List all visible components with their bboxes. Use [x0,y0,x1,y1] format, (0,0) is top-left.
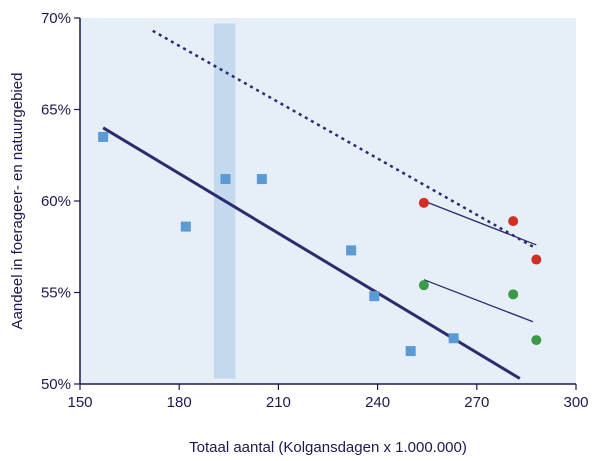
data-point-square [405,346,416,357]
data-point-square [448,333,459,344]
y-axis-label: Aandeel in foerageer- en natuurgebied [9,73,26,330]
y-tick-label: 70% [41,10,71,27]
x-axis-label: Totaal aantal (Kolgansdagen x 1.000.000) [189,439,467,456]
data-point-circle [531,254,542,265]
x-tick-label: 210 [266,394,291,411]
data-point-circle [418,280,429,291]
data-point-square [369,291,380,302]
x-tick-label: 240 [365,394,390,411]
data-point-square [346,245,357,256]
y-tick-label: 65% [41,102,71,119]
x-tick-label: 300 [563,394,588,411]
x-tick-label: 270 [464,394,489,411]
data-point-square [180,221,191,232]
y-tick-label: 60% [41,193,71,210]
plot-area [80,18,576,384]
data-point-square [220,174,231,185]
data-point-circle [508,216,519,227]
data-point-square [98,131,109,142]
trend-line-3 [423,200,537,246]
y-tick-label: 55% [41,285,71,302]
data-point-square [256,174,267,185]
x-tick-label: 150 [67,394,92,411]
data-point-circle [531,335,542,346]
x-tick-label: 180 [167,394,192,411]
data-point-circle [418,197,429,208]
y-tick-label: 50% [41,376,71,393]
data-point-circle [508,289,519,300]
trend-line-4 [423,279,534,323]
